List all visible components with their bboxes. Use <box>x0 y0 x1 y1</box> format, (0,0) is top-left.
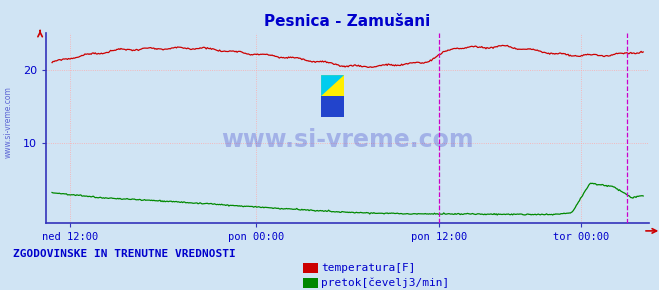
Text: ZGODOVINSKE IN TRENUTNE VREDNOSTI: ZGODOVINSKE IN TRENUTNE VREDNOSTI <box>13 249 236 259</box>
Text: pretok[čevelj3/min]: pretok[čevelj3/min] <box>321 278 449 288</box>
Title: Pesnica - Zamušani: Pesnica - Zamušani <box>264 14 431 29</box>
Text: temperatura[F]: temperatura[F] <box>321 263 415 273</box>
FancyBboxPatch shape <box>321 75 344 117</box>
Text: www.si-vreme.com: www.si-vreme.com <box>221 128 474 152</box>
Text: www.si-vreme.com: www.si-vreme.com <box>4 86 13 158</box>
FancyBboxPatch shape <box>321 96 344 117</box>
Polygon shape <box>321 75 344 96</box>
